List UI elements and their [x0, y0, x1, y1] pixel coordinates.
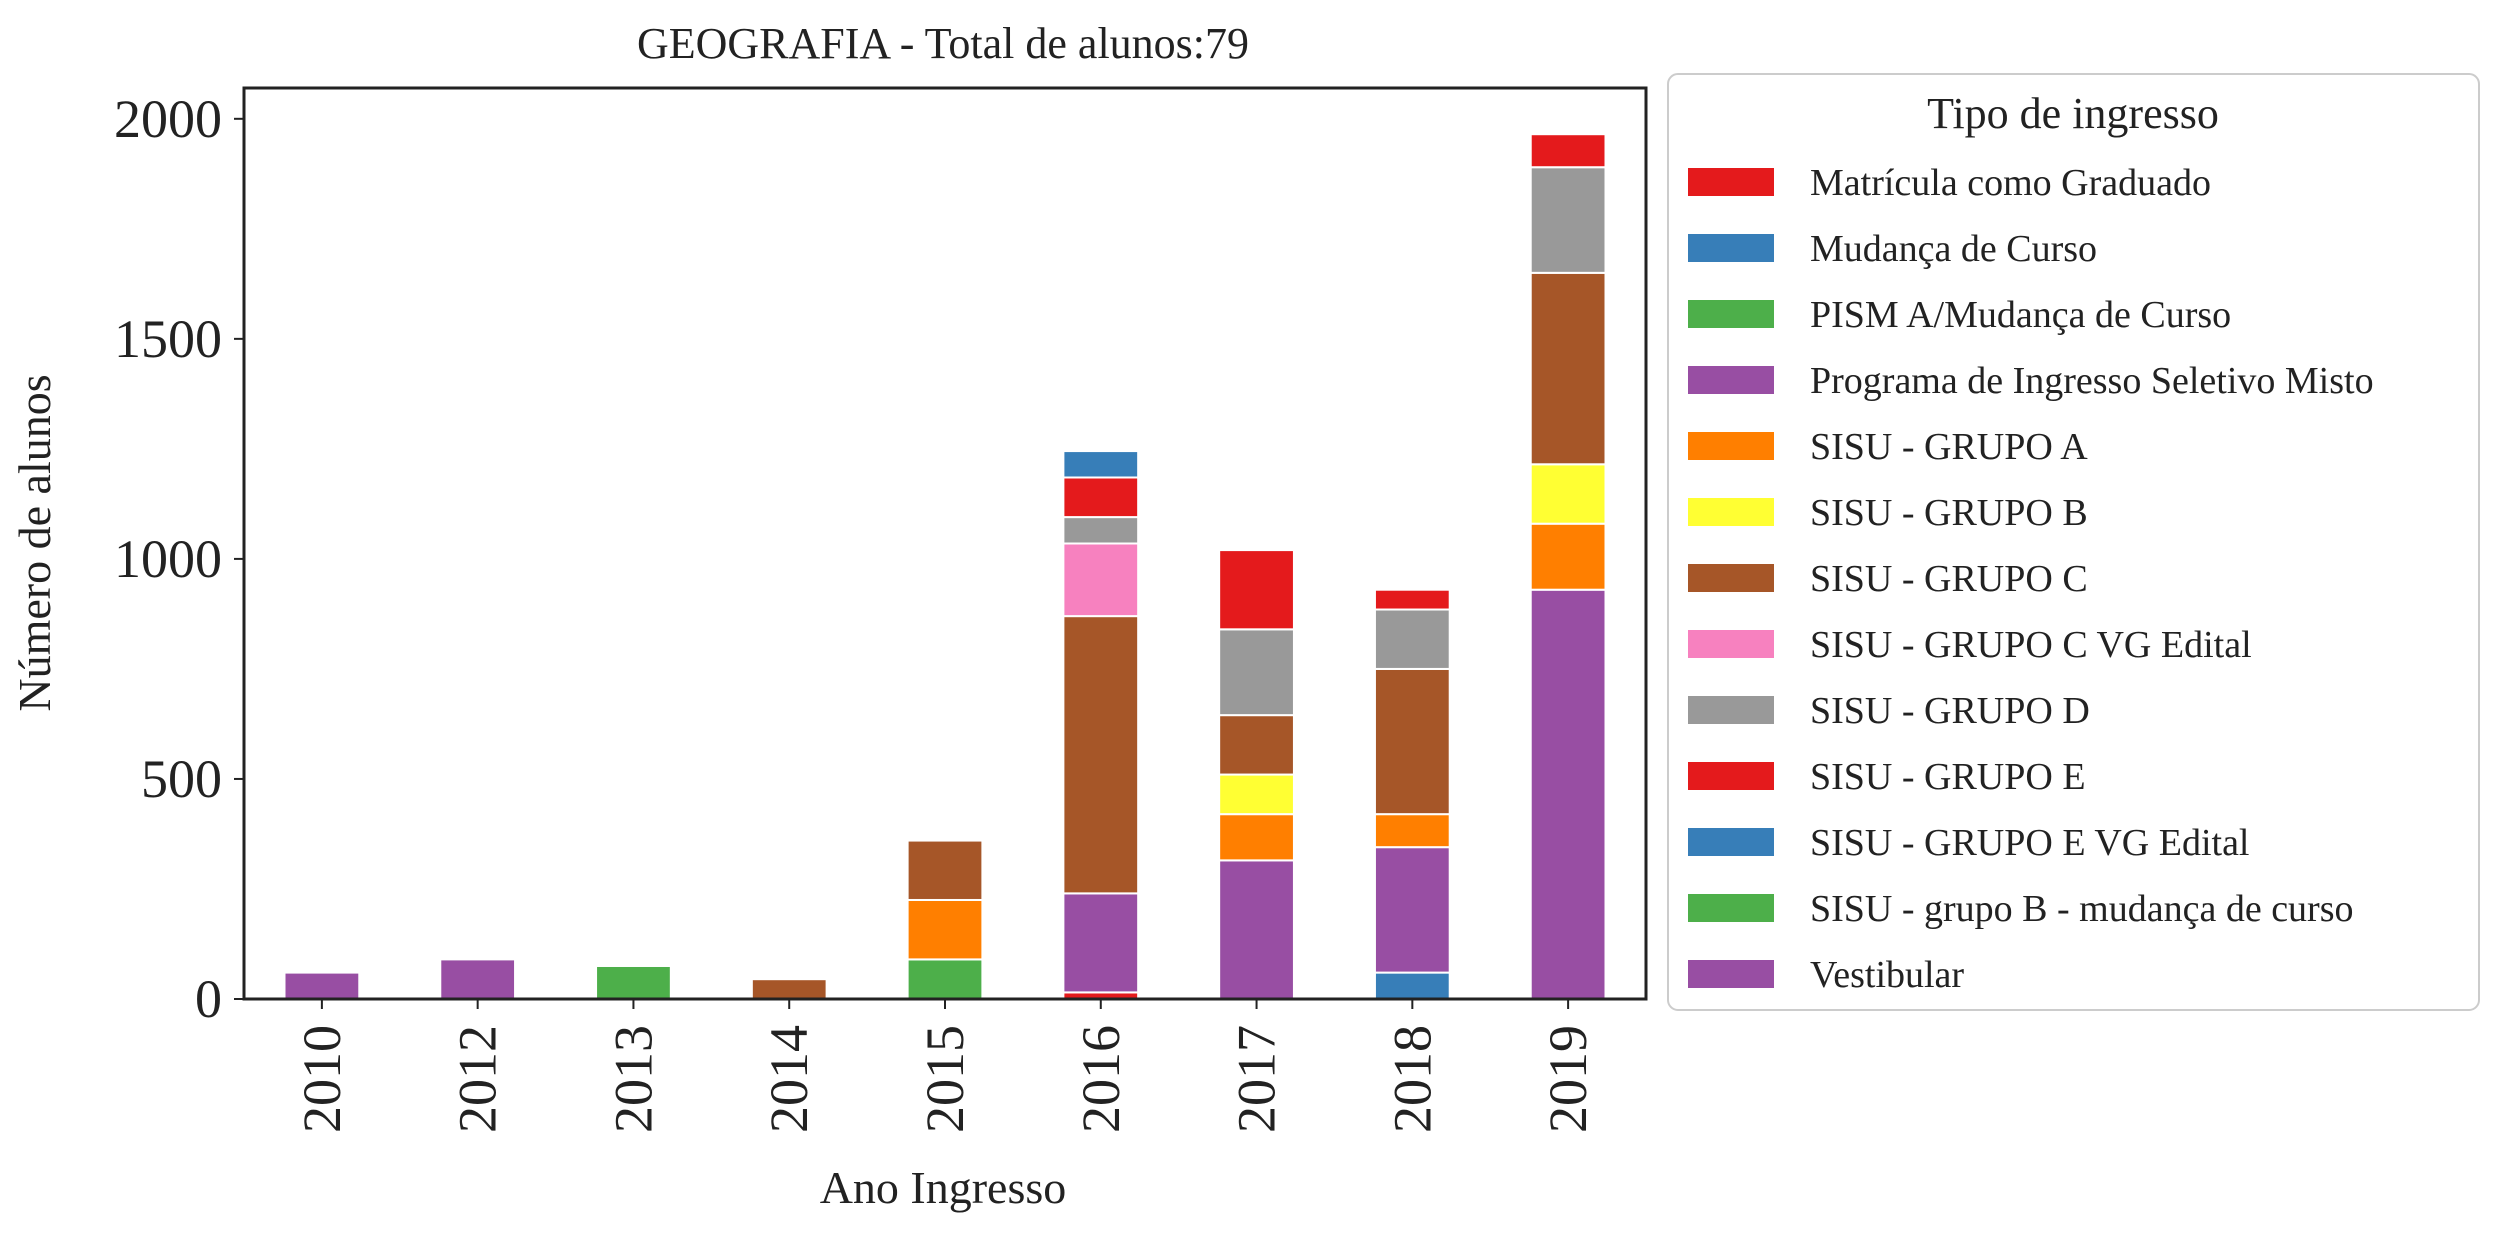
bar-segment-2018-3: [1373, 846, 1451, 974]
legend-swatch-5: [1688, 498, 1774, 526]
legend-swatch-6: [1688, 564, 1774, 592]
legend-label-6: SISU - GRUPO C: [1810, 558, 2088, 600]
legend-label-2: PISM A/Mudança de Curso: [1810, 294, 2231, 336]
bar-segment-2015-6: [906, 839, 984, 901]
bar-segment-2010-12: [283, 971, 361, 1000]
legend-swatch-3: [1688, 366, 1774, 394]
legend-label-5: SISU - GRUPO B: [1810, 492, 2088, 534]
bar-segment-2019-6: [1529, 271, 1607, 466]
y-tick-label: 0: [195, 969, 222, 1029]
bars-group: [283, 133, 1607, 1001]
x-tick-label-2014: 2014: [759, 1025, 819, 1133]
x-axis-ticks: 2010 2012 2013 2014 2015 2016 2017 2018 2019: [292, 999, 1598, 1133]
x-tick-label-2018: 2018: [1382, 1025, 1442, 1133]
x-tick-label-2013: 2013: [603, 1025, 663, 1133]
bar-segment-2016-3: [1062, 892, 1140, 994]
bar-segment-2013-2: [595, 964, 672, 1000]
bar-segment-2019-3: [1529, 588, 1607, 1000]
bar-segment-2017-5: [1218, 773, 1295, 816]
bar-segment-2016-7: [1062, 542, 1140, 618]
y-tick-label: 500: [141, 749, 222, 809]
bar-segment-2017-4: [1218, 813, 1295, 862]
bar-segment-2019-4: [1529, 522, 1607, 591]
legend-swatch-1: [1688, 234, 1774, 262]
bar-segment-2019-9: [1529, 133, 1607, 169]
legend: Tipo de ingresso Matrícula como Graduado…: [1667, 73, 2480, 1011]
legend-swatch-0: [1688, 168, 1774, 196]
y-axis-label: Número de alunos: [9, 374, 60, 711]
x-tick-label-2017: 2017: [1227, 1025, 1287, 1133]
x-tick-label-2019: 2019: [1538, 1025, 1598, 1133]
bar-segment-2018-4: [1373, 813, 1451, 849]
legend-label-7: SISU - GRUPO C VG Edital: [1810, 624, 2252, 666]
y-tick-label: 1000: [114, 529, 222, 589]
x-tick-label-2010: 2010: [292, 1025, 352, 1133]
x-axis-label: Ano Ingresso: [820, 1162, 1067, 1213]
x-tick-label-2015: 2015: [915, 1025, 975, 1133]
legend-swatch-9: [1688, 762, 1774, 790]
legend-swatch-12: [1688, 960, 1774, 988]
legend-label-10: SISU - GRUPO E VG Edital: [1810, 822, 2250, 864]
bar-segment-2016-9: [1062, 476, 1140, 519]
legend-label-9: SISU - GRUPO E: [1810, 756, 2086, 798]
x-tick-label-2012: 2012: [448, 1025, 508, 1133]
bar-segment-2019-5: [1529, 463, 1607, 525]
legend-swatch-11: [1688, 894, 1774, 922]
bar-segment-2012-3: [439, 958, 517, 1000]
bar-segment-2015-2: [906, 958, 984, 1000]
bar-segment-2016-8: [1062, 516, 1140, 545]
y-tick-label: 1500: [114, 309, 222, 369]
bar-segment-2018-6: [1373, 667, 1451, 816]
legend-label-3: Programa de Ingresso Seletivo Misto: [1810, 360, 2374, 402]
legend-frame: [1667, 73, 2480, 1011]
bar-segment-2014-6: [750, 978, 828, 1001]
y-tick-label: 2000: [114, 89, 222, 149]
chart-title: GEOGRAFIA - Total de alunos:79: [637, 19, 1249, 68]
bar-segment-2017-9: [1218, 549, 1295, 631]
bar-segment-2018-9: [1373, 588, 1451, 611]
bar-segment-2019-8: [1529, 166, 1607, 274]
legend-swatch-4: [1688, 432, 1774, 460]
bar-segment-2016-6: [1062, 615, 1140, 895]
legend-swatch-2: [1688, 300, 1774, 328]
legend-swatch-10: [1688, 828, 1774, 856]
y-axis-ticks: 0 500 1000 1500 2000: [114, 89, 244, 1029]
x-tick-label-2016: 2016: [1071, 1025, 1131, 1133]
legend-label-12: Vestibular: [1810, 954, 1964, 996]
bar-segment-2018-8: [1373, 608, 1451, 670]
legend-label-0: Matrícula como Graduado: [1810, 162, 2211, 204]
legend-label-4: SISU - GRUPO A: [1810, 426, 2088, 468]
bar-segment-2015-4: [906, 898, 984, 961]
bar-segment-2017-8: [1218, 628, 1295, 717]
bar-segment-2018-1: [1373, 971, 1451, 1000]
legend-title: Tipo de ingresso: [1927, 89, 2219, 138]
legend-label-8: SISU - GRUPO D: [1810, 690, 2090, 732]
legend-items: Matrícula como Graduado Mudança de Curso P…: [1688, 162, 2374, 996]
legend-label-11: SISU - grupo B - mudança de curso: [1810, 888, 2354, 930]
legend-swatch-8: [1688, 696, 1774, 724]
legend-label-1: Mudança de Curso: [1810, 228, 2097, 270]
bar-segment-2017-3: [1218, 859, 1295, 1000]
bar-segment-2017-6: [1218, 714, 1295, 776]
bar-segment-2016-10: [1062, 450, 1140, 479]
legend-swatch-7: [1688, 630, 1774, 658]
